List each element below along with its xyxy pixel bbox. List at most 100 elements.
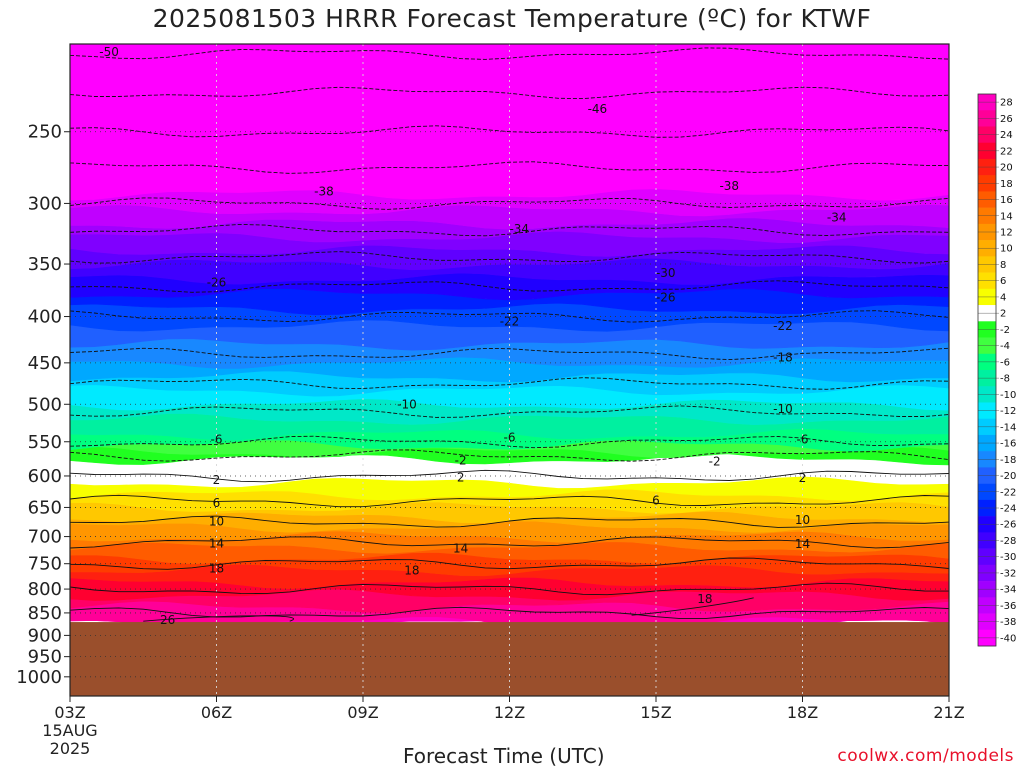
isotherm-label: 26: [160, 613, 175, 627]
isotherm-label: -6: [797, 433, 809, 447]
isotherm-label: -34: [509, 222, 529, 236]
isotherm-label: -22: [773, 319, 793, 333]
isotherm-line: [70, 197, 949, 210]
x-tick-label: 09Z: [347, 703, 378, 722]
colorbar-legend: 28 26 24 22 20 18 16 14 12 10 8 6 4 2 -2 -4 -6 -8 -10 -12 -1…: [977, 93, 1016, 647]
colorbar-label: 10: [1000, 244, 1013, 255]
isotherm-label: -26: [656, 290, 676, 304]
colorbar-label: -12: [1000, 406, 1016, 417]
y-tick-label: 350: [28, 254, 62, 275]
colorbar-label: -20: [1000, 471, 1016, 482]
y-tick-label: 700: [28, 527, 62, 548]
isotherm-line: [143, 615, 294, 622]
x-axis-label: Forecast Time (UTC): [403, 744, 605, 768]
y-tick-label: 750: [28, 554, 62, 575]
isotherm-contours: [70, 47, 949, 622]
y-tick-label: 950: [28, 647, 62, 668]
isotherm-labels: -50-46-38 -38-34-34-30-26-26-22 -22-18-10-…: [99, 45, 846, 627]
isotherm-label: 2: [457, 470, 465, 484]
isotherm-line: [631, 597, 754, 616]
y-tick-label: 650: [28, 497, 62, 518]
colorbar-label: 22: [1000, 146, 1013, 157]
y-tick-label: 800: [28, 579, 62, 600]
isotherm-line: [70, 557, 949, 570]
colorbar-label: -40: [1000, 633, 1016, 644]
x-year-label: 2025: [50, 739, 91, 758]
isotherm-label: -26: [207, 276, 227, 290]
chart-title: 2025081503 HRRR Forecast Temperature (ºC…: [152, 4, 872, 33]
isotherm-label: -50: [99, 45, 119, 59]
y-axis-pressure: 2503003504004505005506006507007508008509…: [16, 122, 70, 688]
y-tick-label: 600: [28, 466, 62, 487]
colorbar-label: -18: [1000, 455, 1016, 466]
isotherm-label: 18: [404, 563, 419, 577]
colorbar-label: 14: [1000, 211, 1013, 222]
isotherm-line: [70, 86, 949, 100]
colorbar-label: 12: [1000, 228, 1013, 239]
isotherm-line: [70, 223, 949, 237]
colorbar-label: -36: [1000, 601, 1016, 612]
isotherm-label: -46: [588, 102, 608, 116]
isotherm-label: 14: [453, 542, 468, 556]
isotherm-label: -2: [455, 454, 467, 468]
colorbar-label: 18: [1000, 179, 1013, 190]
isotherm-label: 18: [697, 592, 712, 606]
isotherm-label: -6: [211, 433, 223, 447]
x-tick-label: 03Z: [54, 703, 85, 722]
isotherm-label: 10: [795, 513, 810, 527]
x-tick-label: 12Z: [494, 703, 525, 722]
colorbar-label: -4: [1000, 341, 1010, 352]
isotherm-label: 10: [209, 515, 224, 529]
isotherm-label: -22: [500, 314, 520, 328]
isotherm-line: [70, 435, 949, 449]
colorbar-label: -38: [1000, 617, 1016, 628]
isotherm-label: -38: [719, 179, 739, 193]
x-tick-label: 06Z: [201, 703, 232, 722]
isotherm-label: -2: [709, 454, 721, 468]
isotherm-line: [70, 515, 949, 528]
colorbar-label: -14: [1000, 422, 1016, 433]
isotherm-label: -38: [314, 184, 334, 198]
colorbar-label: 2: [1000, 309, 1006, 320]
x-date-label: 15AUG: [42, 721, 97, 740]
colorbar-label: -30: [1000, 552, 1016, 563]
x-tick-label: 18Z: [787, 703, 818, 722]
isotherm-line: [70, 251, 949, 264]
isotherm-label: 6: [213, 496, 221, 510]
source-credit: coolwx.com/models: [837, 746, 1014, 766]
colorbar-label: -34: [1000, 585, 1016, 596]
isotherm-line: [70, 469, 949, 483]
isotherm-label: -10: [773, 402, 793, 416]
colorbar-label: -22: [1000, 487, 1016, 498]
isotherm-line: [70, 47, 949, 60]
isotherm-label: 14: [795, 537, 810, 551]
isotherm-line: [70, 494, 949, 508]
colorbar-label: -2: [1000, 325, 1010, 336]
isotherm-line: [70, 347, 949, 361]
colorbar-label: 16: [1000, 195, 1013, 206]
y-tick-label: 500: [28, 394, 62, 415]
x-tick-label: 21Z: [933, 703, 964, 722]
isotherm-label: -18: [773, 351, 793, 365]
y-tick-label: 1000: [16, 667, 62, 688]
colorbar-label: 6: [1000, 276, 1006, 287]
colorbar-label: -26: [1000, 520, 1016, 531]
isotherm-label: -10: [397, 397, 417, 411]
colorbar-label: 8: [1000, 260, 1006, 271]
x-tick-label: 15Z: [640, 703, 671, 722]
isotherm-line: [70, 405, 949, 418]
colorbar-label: -32: [1000, 568, 1016, 579]
colorbar-label: 4: [1000, 292, 1006, 303]
y-tick-label: 850: [28, 603, 62, 624]
isotherm-line: [70, 582, 949, 596]
ground-area: [70, 622, 949, 696]
y-tick-label: 250: [28, 122, 62, 143]
ground-below-surface-layer: [70, 622, 949, 696]
y-tick-label: 300: [28, 193, 62, 214]
colorbar-frame: [977, 93, 997, 647]
colorbar-label: -28: [1000, 536, 1016, 547]
colorbar-label: -10: [1000, 390, 1016, 401]
isotherm-line: [70, 125, 949, 138]
